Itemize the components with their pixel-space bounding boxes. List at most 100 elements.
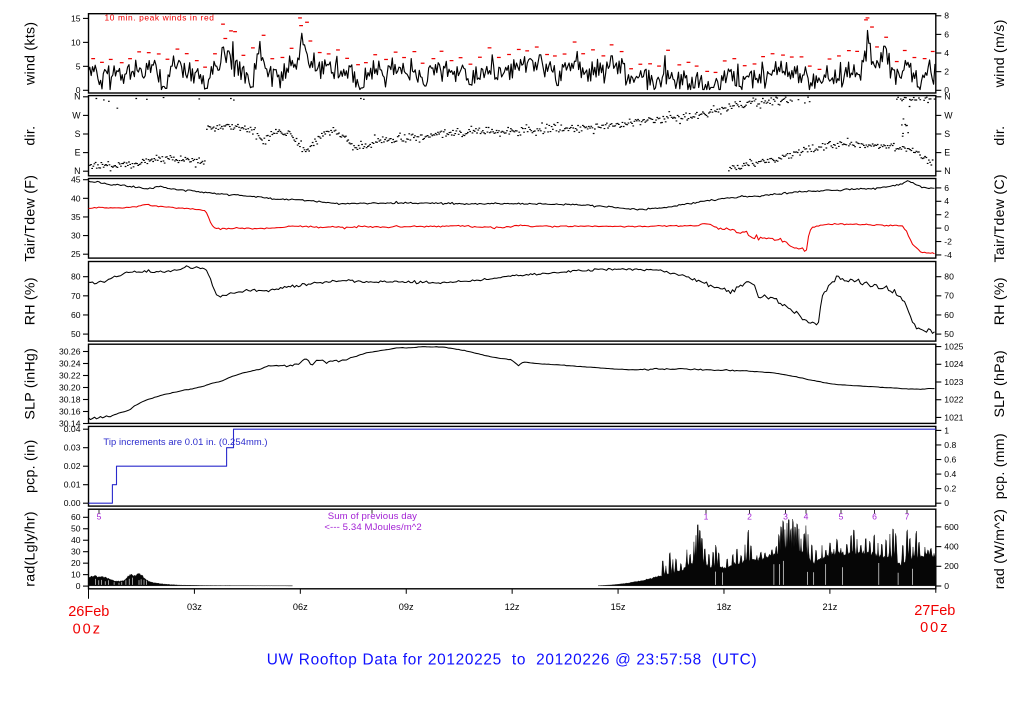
svg-text:-4: -4	[944, 250, 952, 260]
svg-text:06z: 06z	[293, 602, 308, 612]
svg-text:1: 1	[704, 512, 709, 522]
svg-text:0.02: 0.02	[64, 461, 81, 471]
svg-text:0.8: 0.8	[944, 440, 956, 450]
svg-text:12z: 12z	[505, 602, 520, 612]
svg-text:5: 5	[839, 512, 844, 522]
svg-text:00z: 00z	[920, 620, 949, 636]
svg-text:S: S	[75, 129, 81, 139]
svg-text:600: 600	[944, 522, 959, 532]
svg-text:30.24: 30.24	[59, 359, 81, 369]
svg-text:W: W	[944, 110, 953, 120]
svg-text:RH (%): RH (%)	[992, 277, 1008, 325]
svg-text:1022: 1022	[944, 395, 963, 405]
svg-text:0: 0	[76, 581, 81, 591]
svg-text:pcp. (in): pcp. (in)	[22, 440, 38, 494]
svg-text:10: 10	[71, 570, 81, 580]
svg-text:pcp. (mm): pcp. (mm)	[992, 433, 1008, 499]
svg-text:30.14: 30.14	[59, 419, 81, 429]
svg-text:Sum of previous day: Sum of previous day	[328, 511, 417, 522]
svg-text:20: 20	[71, 558, 81, 568]
svg-text:5: 5	[76, 61, 81, 71]
svg-text:wind (m/s): wind (m/s)	[992, 19, 1008, 88]
svg-text:30.18: 30.18	[59, 395, 81, 405]
svg-text:0.00: 0.00	[64, 498, 81, 508]
svg-text:dir.: dir.	[992, 126, 1008, 146]
svg-text:30.26: 30.26	[59, 346, 81, 356]
svg-text:0: 0	[944, 223, 949, 233]
svg-text:70: 70	[944, 291, 954, 301]
svg-text:2: 2	[747, 512, 752, 522]
svg-text:0: 0	[944, 581, 949, 591]
svg-text:N: N	[74, 92, 80, 102]
svg-text:0.6: 0.6	[944, 454, 956, 464]
svg-text:26Feb: 26Feb	[68, 604, 109, 620]
svg-text:200: 200	[944, 561, 959, 571]
svg-text:30.22: 30.22	[59, 371, 81, 381]
svg-text:0.04: 0.04	[64, 424, 81, 434]
svg-text:6: 6	[944, 183, 949, 193]
svg-text:0.03: 0.03	[64, 443, 81, 453]
svg-text:10: 10	[71, 37, 81, 47]
svg-text:40: 40	[71, 193, 81, 203]
svg-text:dir.: dir.	[23, 126, 39, 146]
svg-text:27Feb: 27Feb	[914, 603, 955, 619]
svg-text:60: 60	[71, 512, 81, 522]
svg-text:E: E	[75, 148, 81, 158]
svg-text:1: 1	[944, 425, 949, 435]
svg-text:0: 0	[76, 85, 81, 95]
svg-text:wind (kts): wind (kts)	[23, 22, 39, 86]
svg-text:RH (%): RH (%)	[23, 277, 39, 325]
svg-text:1024: 1024	[944, 359, 963, 369]
svg-text:W: W	[72, 110, 81, 120]
svg-text:N: N	[944, 166, 950, 176]
svg-text:SLP (inHg): SLP (inHg)	[23, 348, 39, 420]
svg-text:30.20: 30.20	[59, 383, 81, 393]
svg-text:0.2: 0.2	[944, 484, 956, 494]
svg-text:rad (W/m^2): rad (W/m^2)	[992, 509, 1008, 589]
svg-text:21z: 21z	[822, 602, 837, 612]
svg-text:1025: 1025	[944, 342, 963, 352]
svg-text:6: 6	[944, 29, 949, 39]
svg-text:2: 2	[944, 67, 949, 77]
svg-text:03z: 03z	[187, 602, 202, 612]
svg-text:60: 60	[944, 310, 954, 320]
svg-text:15: 15	[71, 13, 81, 23]
svg-text:00z: 00z	[73, 621, 102, 637]
svg-text:0.01: 0.01	[64, 480, 81, 490]
svg-text:Tip increments are 0.01 in. (0: Tip increments are 0.01 in. (0.254mm.)	[103, 436, 267, 447]
svg-text:7: 7	[905, 512, 910, 522]
svg-text:50: 50	[71, 524, 81, 534]
svg-text:-2: -2	[944, 236, 952, 246]
svg-text:S: S	[944, 129, 950, 139]
svg-text:30: 30	[71, 231, 81, 241]
svg-text:E: E	[944, 148, 950, 158]
svg-text:25: 25	[71, 249, 81, 259]
svg-text:0: 0	[944, 85, 949, 95]
svg-text:SLP (hPa): SLP (hPa)	[992, 350, 1008, 417]
svg-text:Tair/Tdew (F): Tair/Tdew (F)	[23, 175, 39, 262]
svg-text:N: N	[74, 166, 80, 176]
svg-text:1023: 1023	[944, 377, 963, 387]
svg-text:80: 80	[71, 272, 81, 282]
svg-text:400: 400	[944, 542, 959, 552]
svg-text:30: 30	[71, 547, 81, 557]
svg-text:2: 2	[944, 210, 949, 220]
svg-text:0.4: 0.4	[944, 469, 956, 479]
svg-text:30.16: 30.16	[59, 407, 81, 417]
svg-text:<--- 5.34 MJoules/m^2: <--- 5.34 MJoules/m^2	[324, 522, 422, 533]
svg-text:60: 60	[71, 310, 81, 320]
svg-text:45: 45	[71, 175, 81, 185]
svg-text:4: 4	[944, 48, 949, 58]
svg-text:50: 50	[71, 329, 81, 339]
svg-text:35: 35	[71, 212, 81, 222]
svg-text:rad(Lgly/hr): rad(Lgly/hr)	[23, 511, 39, 587]
svg-text:15z: 15z	[611, 602, 626, 612]
svg-text:4: 4	[944, 196, 949, 206]
svg-text:0: 0	[944, 498, 949, 508]
svg-text:4: 4	[804, 512, 809, 522]
svg-text:5: 5	[97, 512, 102, 522]
svg-text:6: 6	[872, 512, 877, 522]
svg-text:80: 80	[944, 272, 954, 282]
svg-text:18z: 18z	[717, 602, 732, 612]
svg-text:09z: 09z	[399, 602, 414, 612]
